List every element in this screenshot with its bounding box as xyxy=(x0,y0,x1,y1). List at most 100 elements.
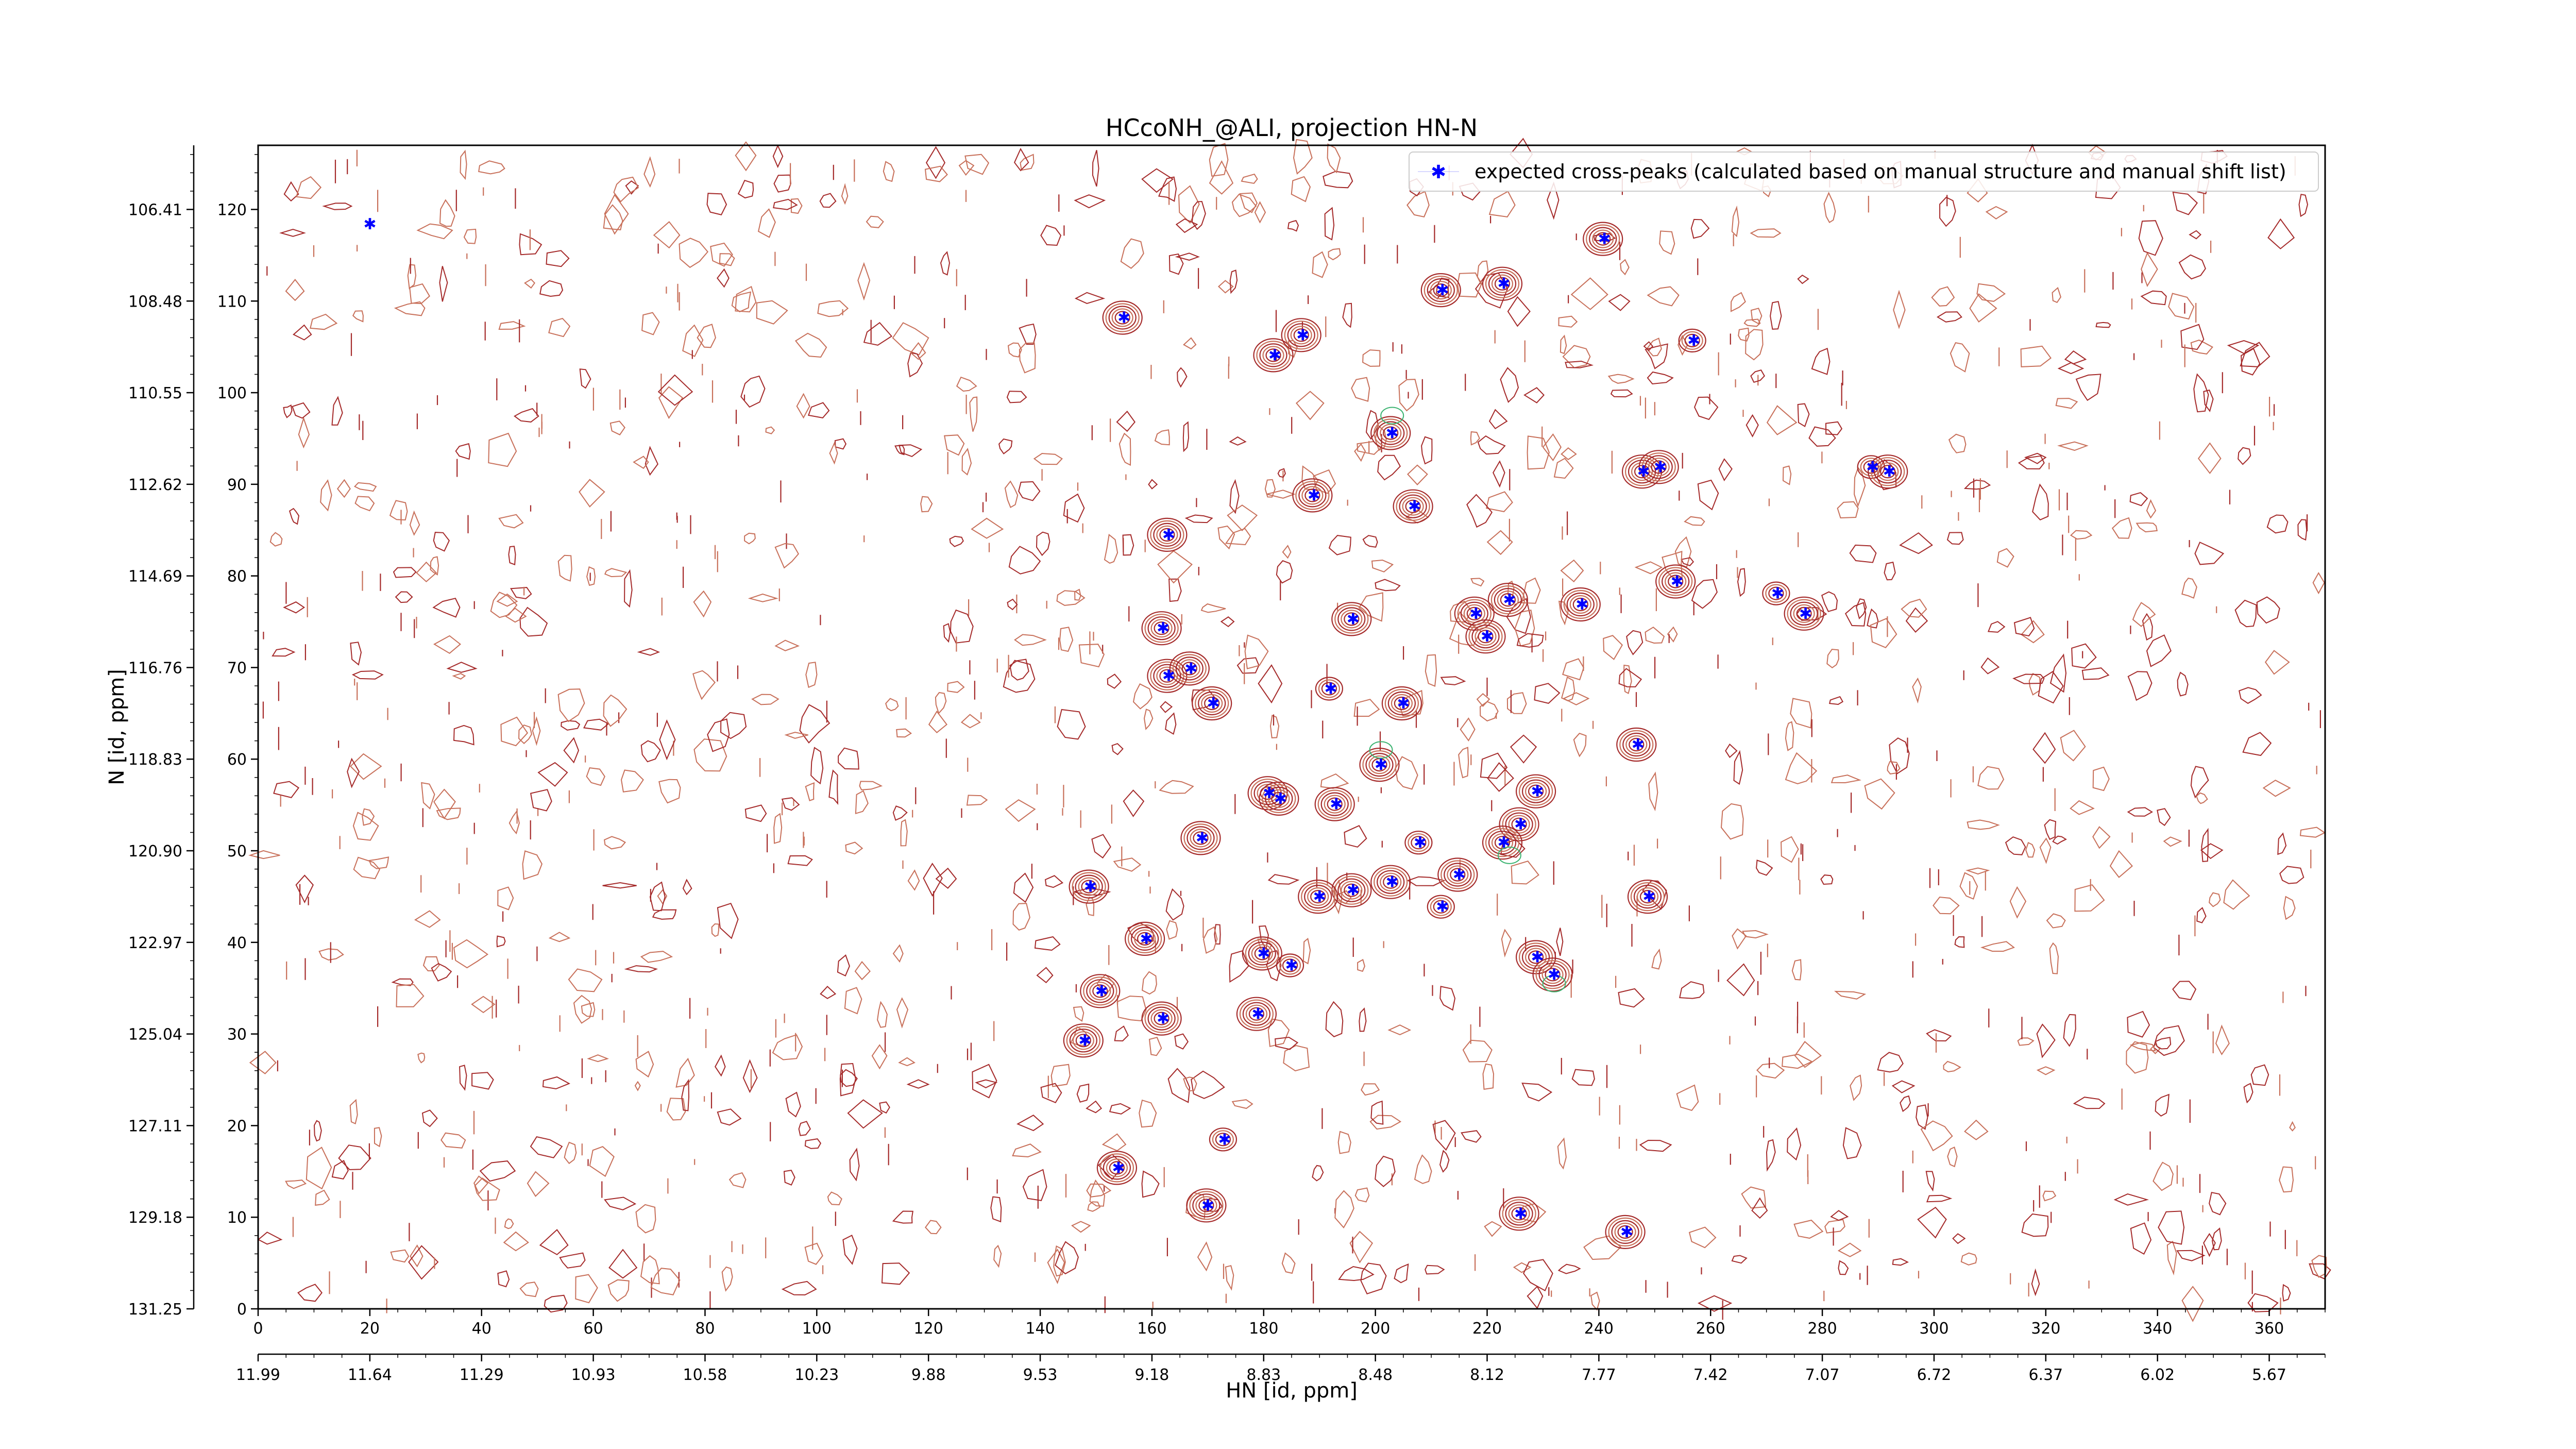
peak-marker: ✱ xyxy=(1095,982,1108,1000)
peak-contour xyxy=(1491,833,1514,852)
peak-contour xyxy=(1796,606,1812,620)
noise-contour xyxy=(1439,1150,1450,1173)
noise-contour xyxy=(1557,1137,1567,1170)
noise-contour xyxy=(1327,143,1341,174)
noise-contour xyxy=(1849,544,1877,563)
noise-contour xyxy=(1020,154,1035,171)
peak-marker: ✱ xyxy=(1263,784,1276,802)
noise-contour xyxy=(1500,367,1519,403)
noise-contour xyxy=(2203,1233,2216,1257)
noise-contour xyxy=(1952,1233,1966,1244)
noise-contour xyxy=(352,310,364,323)
noise-contour xyxy=(717,902,739,939)
peak-contour xyxy=(1608,1217,1642,1246)
noise-contour xyxy=(1362,535,1378,548)
peak-marker: ✱ xyxy=(1436,898,1449,916)
y-ppm-tick-label: 114.69 xyxy=(128,568,182,586)
noise-contour xyxy=(1141,1170,1160,1198)
peak-contour xyxy=(1868,454,1908,489)
peak-contour xyxy=(1370,865,1411,899)
peak-contour xyxy=(1628,460,1656,484)
noise-contour xyxy=(640,740,661,763)
noise-contour xyxy=(2038,671,2064,704)
noise-contour xyxy=(563,737,580,764)
peak-contour xyxy=(1662,569,1690,594)
y-index-tick-label: 60 xyxy=(227,751,247,769)
noise-contour xyxy=(958,160,975,176)
noise-contour xyxy=(2243,1083,2253,1104)
noise-contour xyxy=(2155,1037,2172,1050)
noise-contour xyxy=(1461,1130,1482,1143)
peak-contour xyxy=(1083,976,1117,1006)
noise-contour xyxy=(504,1218,514,1229)
peak-contour xyxy=(1569,595,1591,614)
noise-contour xyxy=(1976,283,2006,302)
noise-contour xyxy=(306,1147,332,1190)
noise-contour xyxy=(297,1284,323,1302)
noise-contour xyxy=(828,769,839,805)
noise-contour xyxy=(1019,342,1036,374)
noise-contour xyxy=(799,704,831,744)
noise-contour xyxy=(440,1132,466,1149)
peak-contour xyxy=(1298,879,1338,914)
peak-marker: ✱ xyxy=(1408,498,1421,516)
noise-contour xyxy=(1965,867,1990,875)
noise-contour xyxy=(1893,290,1906,329)
noise-contour xyxy=(1267,1018,1290,1047)
y-index-tick-label: 70 xyxy=(227,659,247,677)
noise-contour xyxy=(2039,837,2052,864)
noise-contour xyxy=(1225,528,1251,546)
noise-contour xyxy=(407,264,417,290)
peak-contour xyxy=(1108,306,1137,330)
peak-contour xyxy=(1156,525,1178,545)
peak-contour xyxy=(1150,1009,1173,1028)
noise-contour xyxy=(1943,1060,1961,1073)
peak-contour xyxy=(1636,887,1659,906)
noise-contour xyxy=(1690,218,1710,239)
noise-contour xyxy=(2180,324,2205,350)
y-ppm-tick-label: 131.25 xyxy=(128,1301,182,1319)
noise-contour xyxy=(624,569,633,608)
noise-contour xyxy=(877,1001,888,1028)
noise-contour xyxy=(1101,1133,1127,1152)
noise-contour xyxy=(1603,635,1623,661)
y-index-tick-label: 20 xyxy=(227,1117,247,1135)
x-index-tick-label: 280 xyxy=(1807,1320,1837,1338)
noise-contour xyxy=(1738,327,1750,342)
peak-marker: ✱ xyxy=(1386,873,1399,891)
peak-contour xyxy=(1648,458,1670,477)
x-ppm-tick-label: 11.29 xyxy=(460,1366,504,1384)
peak-contour xyxy=(1793,604,1815,623)
noise-contour xyxy=(1056,590,1086,606)
y-ppm-tick-label: 127.11 xyxy=(128,1117,182,1135)
noise-contour xyxy=(1087,1201,1101,1212)
noise-contour xyxy=(1012,903,1030,931)
peak-contour xyxy=(1592,229,1614,248)
noise-contour xyxy=(2113,1193,2149,1206)
noise-contour xyxy=(849,1148,860,1182)
x-index-tick-label: 140 xyxy=(1025,1320,1055,1338)
peak-contour xyxy=(1877,462,1899,481)
noise-contour xyxy=(907,352,923,378)
noise-contour xyxy=(896,997,909,1029)
noise-contour xyxy=(374,1127,382,1148)
noise-contour xyxy=(1756,860,1773,876)
peak-contour xyxy=(1192,1193,1221,1218)
noise-contour xyxy=(1287,220,1299,232)
peak-contour xyxy=(1525,782,1547,801)
peak-contour xyxy=(1482,825,1523,860)
noise-contour xyxy=(1012,1143,1042,1158)
x-index-tick-label: 40 xyxy=(472,1320,492,1338)
peak-contour xyxy=(1245,939,1279,968)
peak-marker: ✱ xyxy=(1140,930,1153,948)
noise-contour xyxy=(1493,460,1505,488)
peak-contour xyxy=(1080,974,1121,1008)
noise-contour xyxy=(1676,1084,1699,1111)
peak-contour xyxy=(1450,868,1466,882)
noise-contour xyxy=(1377,454,1401,481)
peak-contour xyxy=(1668,575,1684,588)
noise-contour xyxy=(1053,1245,1066,1277)
noise-contour xyxy=(1912,677,1922,704)
noise-contour xyxy=(546,250,570,267)
peak-contour xyxy=(1511,817,1527,831)
